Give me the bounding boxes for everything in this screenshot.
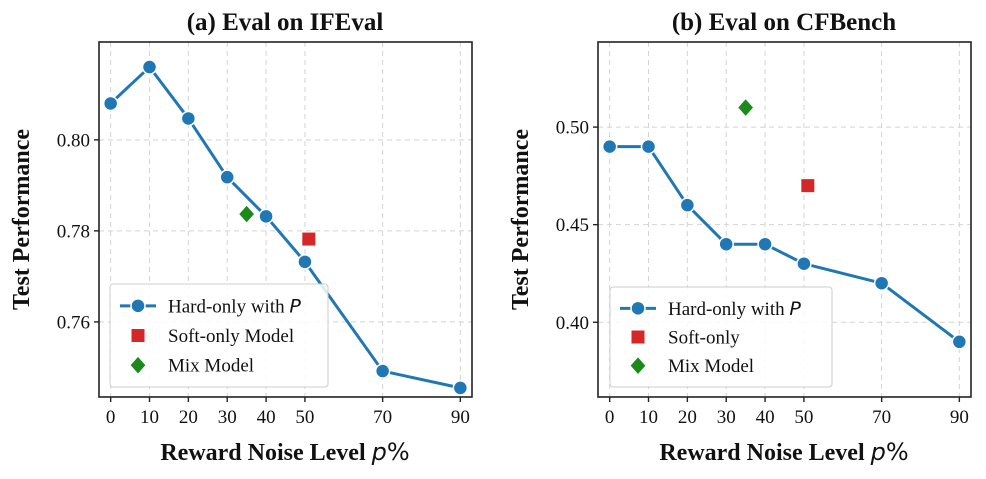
legend-marker-circle bbox=[630, 300, 646, 317]
x-axis-label: Reward Noise Level p% bbox=[160, 438, 409, 466]
data-point-circle bbox=[757, 236, 773, 252]
legend-label-text: Mix Model bbox=[168, 356, 254, 377]
chart-title: (b) Eval on CFBench bbox=[672, 9, 896, 36]
x-axis-label-var: p bbox=[870, 438, 886, 466]
data-point-circle bbox=[679, 197, 696, 213]
series-diamond bbox=[237, 204, 256, 224]
series-circle bbox=[102, 59, 469, 396]
legend-marker-square bbox=[630, 329, 646, 345]
y-tick-label: 0.40 bbox=[556, 313, 589, 334]
y-tick-label: 0.76 bbox=[57, 312, 90, 333]
legend-label: Soft-only bbox=[668, 328, 740, 349]
data-point-circle bbox=[601, 138, 618, 155]
y-axis-label: Test Performance bbox=[508, 129, 534, 310]
series-line bbox=[609, 145, 961, 343]
legend-label-text: Soft-only bbox=[668, 328, 740, 349]
legend-frame bbox=[609, 286, 833, 388]
data-point-circle bbox=[258, 208, 274, 225]
data-point-circle bbox=[796, 255, 812, 272]
data-point-circle bbox=[297, 254, 313, 270]
y-axis-label: Test Performance bbox=[9, 129, 35, 310]
x-tick-label: 30 bbox=[717, 407, 736, 428]
series-circle bbox=[601, 138, 968, 350]
x-tick-label: 10 bbox=[140, 407, 159, 428]
legend: Hard-only with P Soft-only Mix Model bbox=[609, 286, 833, 388]
legend-label-text: Hard-only with bbox=[668, 299, 789, 320]
data-point-circle bbox=[219, 169, 235, 185]
data-point-square bbox=[800, 178, 816, 194]
data-point-circle bbox=[452, 380, 469, 396]
series-diamond bbox=[736, 97, 755, 118]
legend-label: Hard-only with P bbox=[668, 298, 801, 320]
data-point-circle bbox=[640, 138, 657, 155]
x-tick-label: 0 bbox=[605, 407, 615, 428]
x-tick-label: 30 bbox=[218, 407, 237, 428]
x-tick-label: 70 bbox=[373, 407, 392, 428]
x-tick-label: 40 bbox=[257, 407, 276, 428]
data-point-circle bbox=[951, 334, 968, 350]
x-tick-label: 50 bbox=[794, 407, 813, 428]
y-tick-label: 0.45 bbox=[556, 215, 589, 236]
data-point-diamond bbox=[736, 97, 755, 118]
x-axis-label: Reward Noise Level p% bbox=[659, 438, 908, 466]
legend-label-text: Hard-only with bbox=[168, 296, 289, 317]
y-tick-label: 0.78 bbox=[57, 221, 90, 242]
legend-label: Mix Model bbox=[168, 356, 254, 377]
x-tick-label: 90 bbox=[451, 407, 470, 428]
data-point-diamond bbox=[237, 204, 256, 224]
series-square bbox=[301, 231, 317, 247]
data-point-circle bbox=[180, 110, 197, 127]
data-point-circle bbox=[141, 59, 158, 75]
legend-label: Soft-only Model bbox=[168, 326, 294, 347]
x-tick-label: 50 bbox=[295, 407, 314, 428]
x-tick-label: 70 bbox=[872, 407, 891, 428]
legend-marker-diamond bbox=[129, 355, 147, 375]
x-tick-label: 90 bbox=[950, 407, 969, 428]
x-tick-label: 20 bbox=[179, 407, 198, 428]
data-point-square bbox=[301, 231, 317, 247]
chart-panel-a: 0 10 20 30 40 50 70 90 0.76 0.78 0.80 (a) Eval on I… bbox=[9, 9, 473, 466]
x-axis-label-text: Reward Noise Level bbox=[160, 440, 366, 466]
data-point-circle bbox=[374, 363, 391, 379]
chart-title: (a) Eval on IFEval bbox=[187, 9, 384, 36]
x-axis-label-var: p bbox=[371, 438, 387, 466]
legend-frame bbox=[109, 283, 329, 388]
x-tick-label: 40 bbox=[756, 407, 775, 428]
x-tick-label: 20 bbox=[678, 407, 697, 428]
x-tick-label: 10 bbox=[639, 407, 658, 428]
x-tick-label: 0 bbox=[106, 407, 116, 428]
x-axis-label-suffix: % bbox=[387, 438, 410, 466]
plot-frame bbox=[597, 41, 972, 398]
y-tick-label: 0.80 bbox=[57, 130, 90, 151]
data-point-circle bbox=[102, 95, 119, 112]
legend-marker-square bbox=[130, 328, 146, 343]
data-point-circle bbox=[873, 275, 890, 291]
legend-label-text: Mix Model bbox=[668, 356, 754, 377]
legend-label-var: P bbox=[789, 298, 801, 320]
legend-label-text: Soft-only Model bbox=[168, 326, 294, 347]
legend-marker-diamond bbox=[629, 355, 647, 376]
series-square bbox=[800, 178, 816, 194]
legend: Hard-only with P Soft-only Model Mix Model bbox=[109, 283, 329, 388]
y-tick-label: 0.50 bbox=[556, 118, 589, 139]
legend-label: Hard-only with P bbox=[168, 295, 301, 317]
legend-label-var: P bbox=[289, 295, 301, 317]
x-axis-label-suffix: % bbox=[886, 438, 909, 466]
plot-frame bbox=[98, 41, 473, 398]
legend-marker-circle bbox=[130, 298, 146, 314]
series-line bbox=[109, 65, 461, 390]
legend-label: Mix Model bbox=[668, 356, 754, 377]
chart-panel-b: 0 10 20 30 40 50 70 90 0.40 0.45 0.50 (b) Eval on C… bbox=[508, 9, 972, 466]
x-axis-label-text: Reward Noise Level bbox=[659, 440, 865, 466]
data-point-circle bbox=[718, 236, 734, 252]
